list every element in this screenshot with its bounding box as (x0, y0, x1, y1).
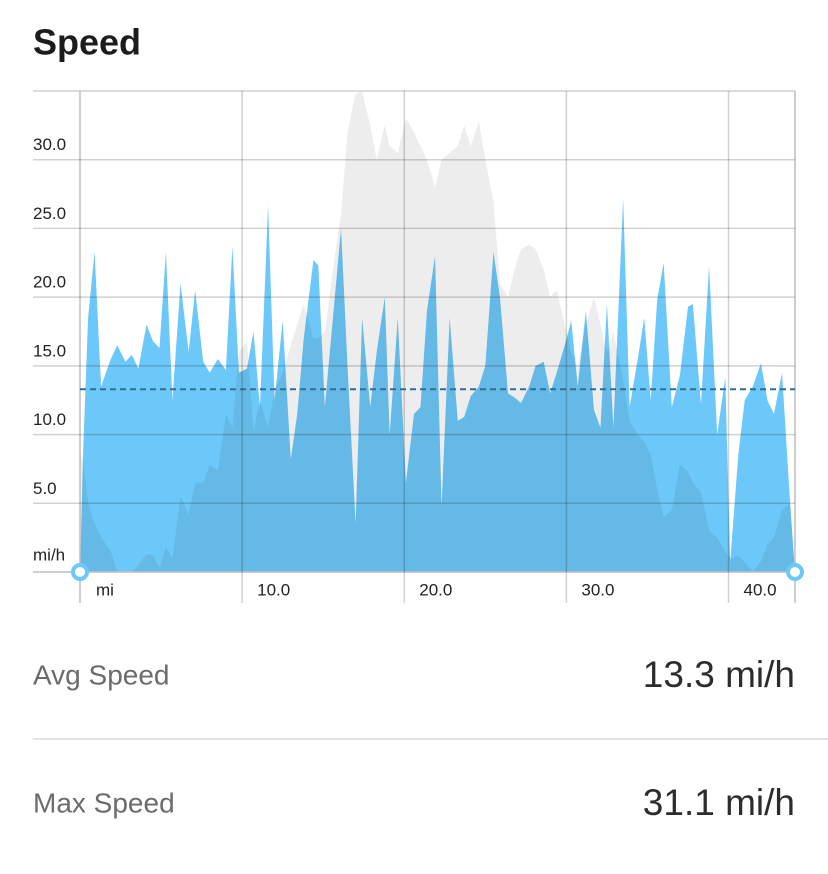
area (80, 198, 795, 573)
y-tick-label: 5.0 (33, 479, 57, 498)
y-tick-label: 30.0 (33, 135, 66, 154)
end-marker (71, 563, 89, 581)
x-tick-label: 30.0 (581, 580, 614, 599)
y-tick-label: 15.0 (33, 341, 66, 360)
y-tick-label: 10.0 (33, 410, 66, 429)
title: Speed (33, 22, 141, 63)
area (80, 91, 795, 572)
stat-value: 31.1 mi/h (643, 782, 795, 823)
y-tick-label: 25.0 (33, 204, 66, 223)
end-marker (786, 563, 804, 581)
x-unit: mi (96, 580, 114, 599)
x-tick-label: 10.0 (257, 580, 290, 599)
x-tick-label: 40.0 (744, 580, 777, 599)
y-tick-label: 20.0 (33, 273, 66, 292)
stat-label: Max Speed (33, 787, 175, 818)
chart: 5.0 10.0 15.0 20.0 25.0 30.0 10.0 20.0 30.0 40.0 m… (33, 90, 804, 603)
y-unit: mi/h (33, 545, 65, 564)
stat-value: 13.3 mi/h (643, 654, 795, 695)
stat-label: Avg Speed (33, 659, 170, 690)
x-tick-label: 20.0 (419, 580, 452, 599)
